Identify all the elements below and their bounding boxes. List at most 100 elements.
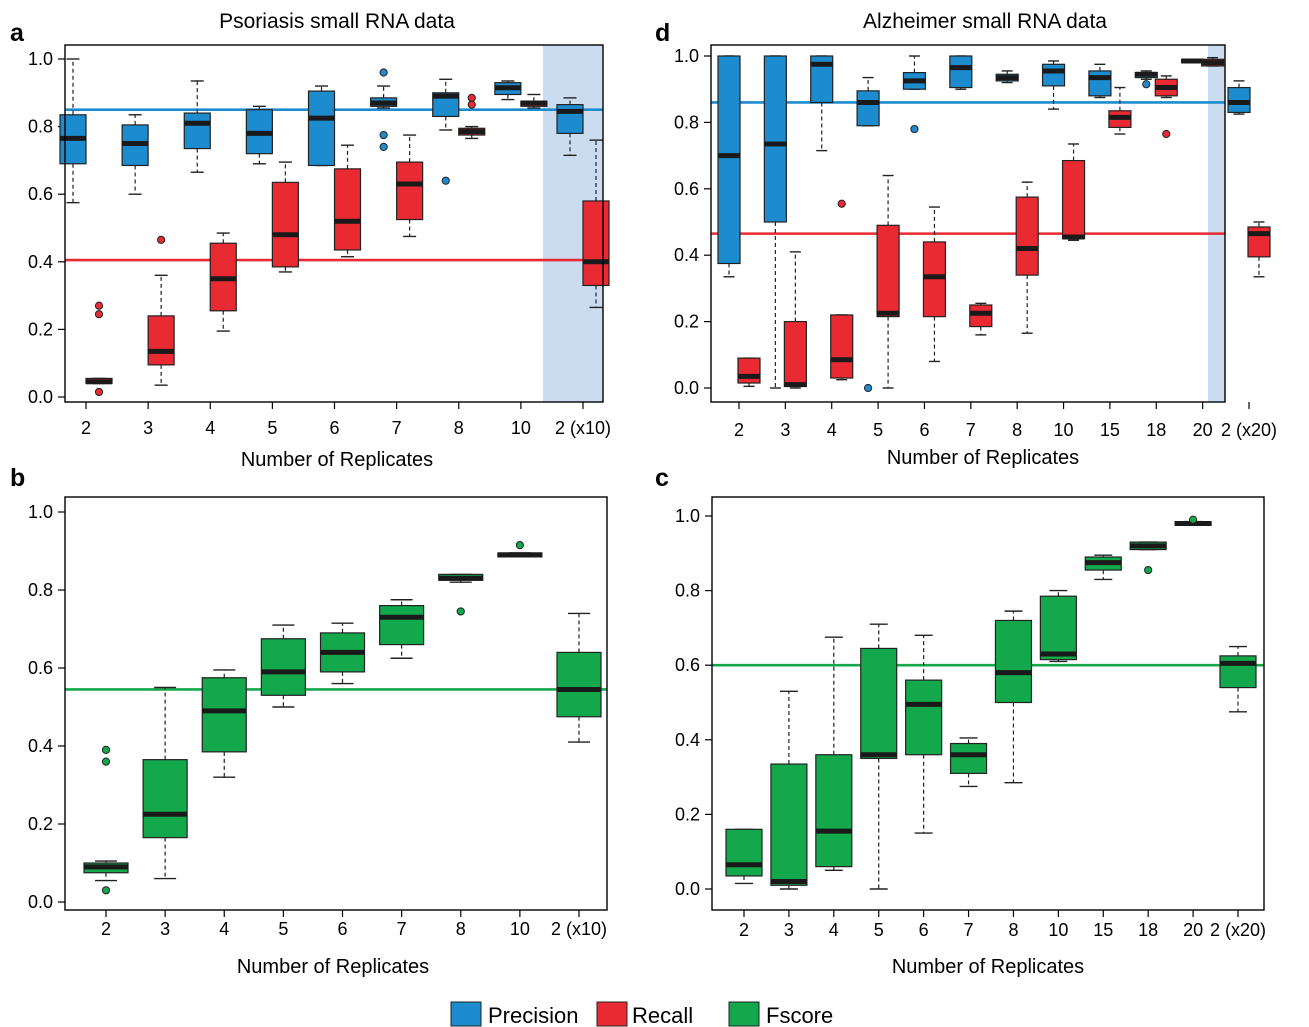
panel-d-recall-box-18 [1154,75,1178,139]
panel-b-fscore-box-5 [260,624,306,708]
panel-d-x-tick-label: 4 [827,420,837,440]
panel-b-x-tick-label: 2 [101,919,111,939]
panel-b-fscore-box-6 [319,622,366,685]
panel-c-fscore-box-8 [994,610,1033,784]
panel-d-x-tick-label: 7 [966,420,976,440]
panel-b-fscore-box-7 [379,599,425,659]
box-body [307,90,336,167]
panel-b-y-tick-label: 0.8 [28,580,53,600]
panel-c-plot: 0.0 0.2 0.4 0.6 0.8 1.0 2 3 4 5 6 7 8 10 15 18 20 2 (x20) [675,496,1266,940]
outlier-point [441,176,450,185]
panel-a-title: Psoriasis small RNA data [219,10,455,33]
panel-b-x-tick-label: 4 [219,919,229,939]
panel-d-precision-box-2-x20 [1227,80,1251,115]
box-body [396,161,424,221]
panel-c-x-tick-label: 2 (x20) [1210,920,1266,940]
box-body [717,55,741,265]
box-body [737,357,761,384]
panel-c-y-tick-label: 0.6 [675,655,700,675]
panel-d-title: Alzheimer small RNA data [863,10,1107,33]
panel-a-precision-box-6 [307,85,336,167]
panel-a-precision-box-4 [183,80,211,173]
panel-c-x-tick-label: 4 [829,920,839,940]
panel-d-x-tick-label: 10 [1054,420,1074,440]
outlier-point [456,607,465,616]
panel-d-x-tick-label: 6 [919,420,929,440]
outlier-point [101,745,111,755]
panel-a-x-tick-label: 3 [143,418,153,438]
panel-b-fscore-box-2 [83,745,129,895]
panel-c-y-tick-label: 1.0 [675,506,700,526]
panel-b-y-tick-label: 0.0 [28,892,53,912]
box-body [556,651,602,718]
box-body [183,112,211,150]
panel-a-y-tick-label: 0.0 [28,387,53,407]
panel-d-plot-frame [710,44,1226,403]
panel-b-fscore-box-2-x10 [556,612,602,743]
outlier-point [379,68,388,77]
panel-a-x-tick-label: 2 [81,418,91,438]
panel-a-recall-box-8 [458,93,486,140]
box-body [201,677,247,753]
panel-letter-c: c [655,464,669,492]
panel-b-x-tick-label: 10 [510,919,530,939]
panel-c-x-tick-label: 5 [874,920,884,940]
panel-a-recall-box-3 [147,235,175,386]
box-body [860,647,898,760]
panel-c-x-tick-label: 18 [1138,920,1158,940]
outlier-point [1188,515,1198,524]
panel-d-recall-box-20 [1201,56,1225,67]
panel-b-x-axis-label: Number of Replicates [237,956,429,978]
panel-a-precision-box-10 [494,80,522,101]
panel-a-recall-box-5 [271,161,299,273]
panel-b-x-tick-label: 8 [456,919,466,939]
panel-a-recall-box-6 [333,144,362,258]
panel-b-plot-frame [64,496,608,911]
panel-d-precision-box-4 [810,55,834,152]
panel-c-x-tick-label: 7 [964,920,974,940]
panel-letter-a: a [10,19,25,47]
panel-c-fscore-box-2 [725,828,763,885]
panel-d-y-tick-label: 0.8 [674,112,699,132]
panel-d-precision-box-18 [1134,70,1158,89]
legend-item-precision: Precision [450,1001,578,1027]
panel-b-fscore-box-8 [438,573,484,616]
panel-d-precision-box-8 [995,70,1019,84]
panel-d-y-tick-label: 1.0 [674,46,699,66]
panel-c-x-tick-label: 10 [1048,920,1068,940]
panel-d-recall-box-6 [922,206,947,363]
box-body [1061,159,1086,240]
box-body [379,604,425,646]
panel-c-x-tick-label: 8 [1008,920,1018,940]
panel-d-precision-box-5 [856,76,880,393]
legend: Precision Recall Fscore [450,1001,833,1027]
panel-b-x-tick-label: 7 [397,919,407,939]
box-body [1088,70,1112,97]
panel-b-plot: 0.0 0.2 0.4 0.6 0.8 1.0 2 3 4 5 6 7 8 10 2 (x10) [28,496,608,939]
panel-c-y-tick-label: 0.8 [675,581,700,601]
panel-c-x-tick-label: 3 [784,920,794,940]
panel-a-y-tick-label: 0.6 [28,184,53,204]
outlier-point [515,541,524,550]
outlier-point [910,124,919,134]
box-body [260,638,306,696]
panel-d-highlight-region [1208,45,1225,402]
panel-c-y-tick-label: 0.4 [675,730,700,750]
box-body [949,55,973,89]
panel-d-y-tick-label: 0.4 [674,245,699,265]
box-body [333,168,362,251]
panel-c-fscore-box-15 [1084,554,1122,581]
panel-b-y-tick-label: 1.0 [28,502,53,522]
outlier-point [467,93,476,102]
panel-c-fscore-box-10 [1039,589,1077,663]
legend-label-precision: Precision [488,1003,578,1027]
panel-a-precision-box-2-x10 [556,97,584,157]
legend-swatch-precision [450,1001,482,1027]
panel-b-x-tick-label: 5 [278,919,288,939]
panel-d-x-tick-label: 2 [734,420,744,440]
panel-c-fscore-box-4 [815,636,853,872]
panel-d-precision-box-15 [1088,63,1112,99]
panel-a-recall-box-7 [396,134,424,238]
panel-b-x-tick-label: 3 [160,919,170,939]
box-body [815,754,853,868]
